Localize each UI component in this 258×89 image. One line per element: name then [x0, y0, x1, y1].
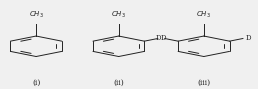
Text: (iii): (iii)	[197, 79, 210, 87]
Text: D: D	[161, 35, 166, 42]
Text: D: D	[156, 35, 162, 42]
Text: $CH_3$: $CH_3$	[111, 10, 126, 20]
Text: $CH_3$: $CH_3$	[29, 10, 44, 20]
Text: (ii): (ii)	[113, 79, 124, 87]
Text: D: D	[246, 35, 252, 42]
Text: $CH_3$: $CH_3$	[196, 10, 211, 20]
Text: (i): (i)	[32, 79, 40, 87]
